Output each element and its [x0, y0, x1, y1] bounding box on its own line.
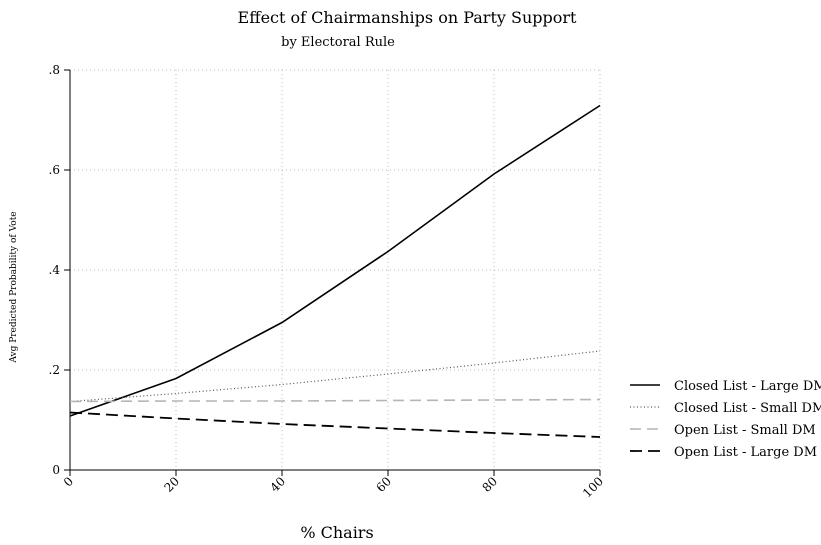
y-tick-label: 0 [52, 463, 60, 477]
series-line-2 [69, 398, 601, 403]
y-tick-label: .8 [49, 63, 60, 77]
legend: Closed List - Large DM Closed List - Smal… [630, 379, 821, 460]
x-tick-label: 60 [373, 474, 394, 495]
series-lines [69, 104, 601, 438]
legend-label-3: Open List - Large DM [674, 445, 817, 460]
legend-label-0: Closed List - Large DM [674, 379, 821, 394]
y-tick-label: .2 [49, 363, 60, 377]
y-tick-label: .6 [49, 163, 60, 177]
grid-lines [70, 69, 601, 470]
x-tick-label: 20 [161, 474, 182, 495]
x-tick-label: 40 [267, 474, 288, 495]
series-line-0 [69, 104, 601, 417]
x-tick-label: 100 [580, 474, 606, 500]
chart-subtitle: by Electoral Rule [281, 35, 395, 50]
legend-label-2: Open List - Small DM [674, 423, 816, 438]
x-tick-label: 80 [479, 474, 500, 495]
x-tick-label: 0 [61, 474, 76, 489]
y-tick-label: .4 [49, 263, 61, 277]
x-axis-label: % Chairs [300, 523, 373, 542]
legend-label-1: Closed List - Small DM [674, 401, 821, 416]
series-line-1 [69, 350, 601, 403]
series-line-3 [69, 411, 601, 438]
y-axis-label: Avg Predicted Probability of Vote [9, 211, 19, 363]
axes [64, 69, 601, 476]
chart-title: Effect of Chairmanships on Party Support [238, 8, 578, 27]
